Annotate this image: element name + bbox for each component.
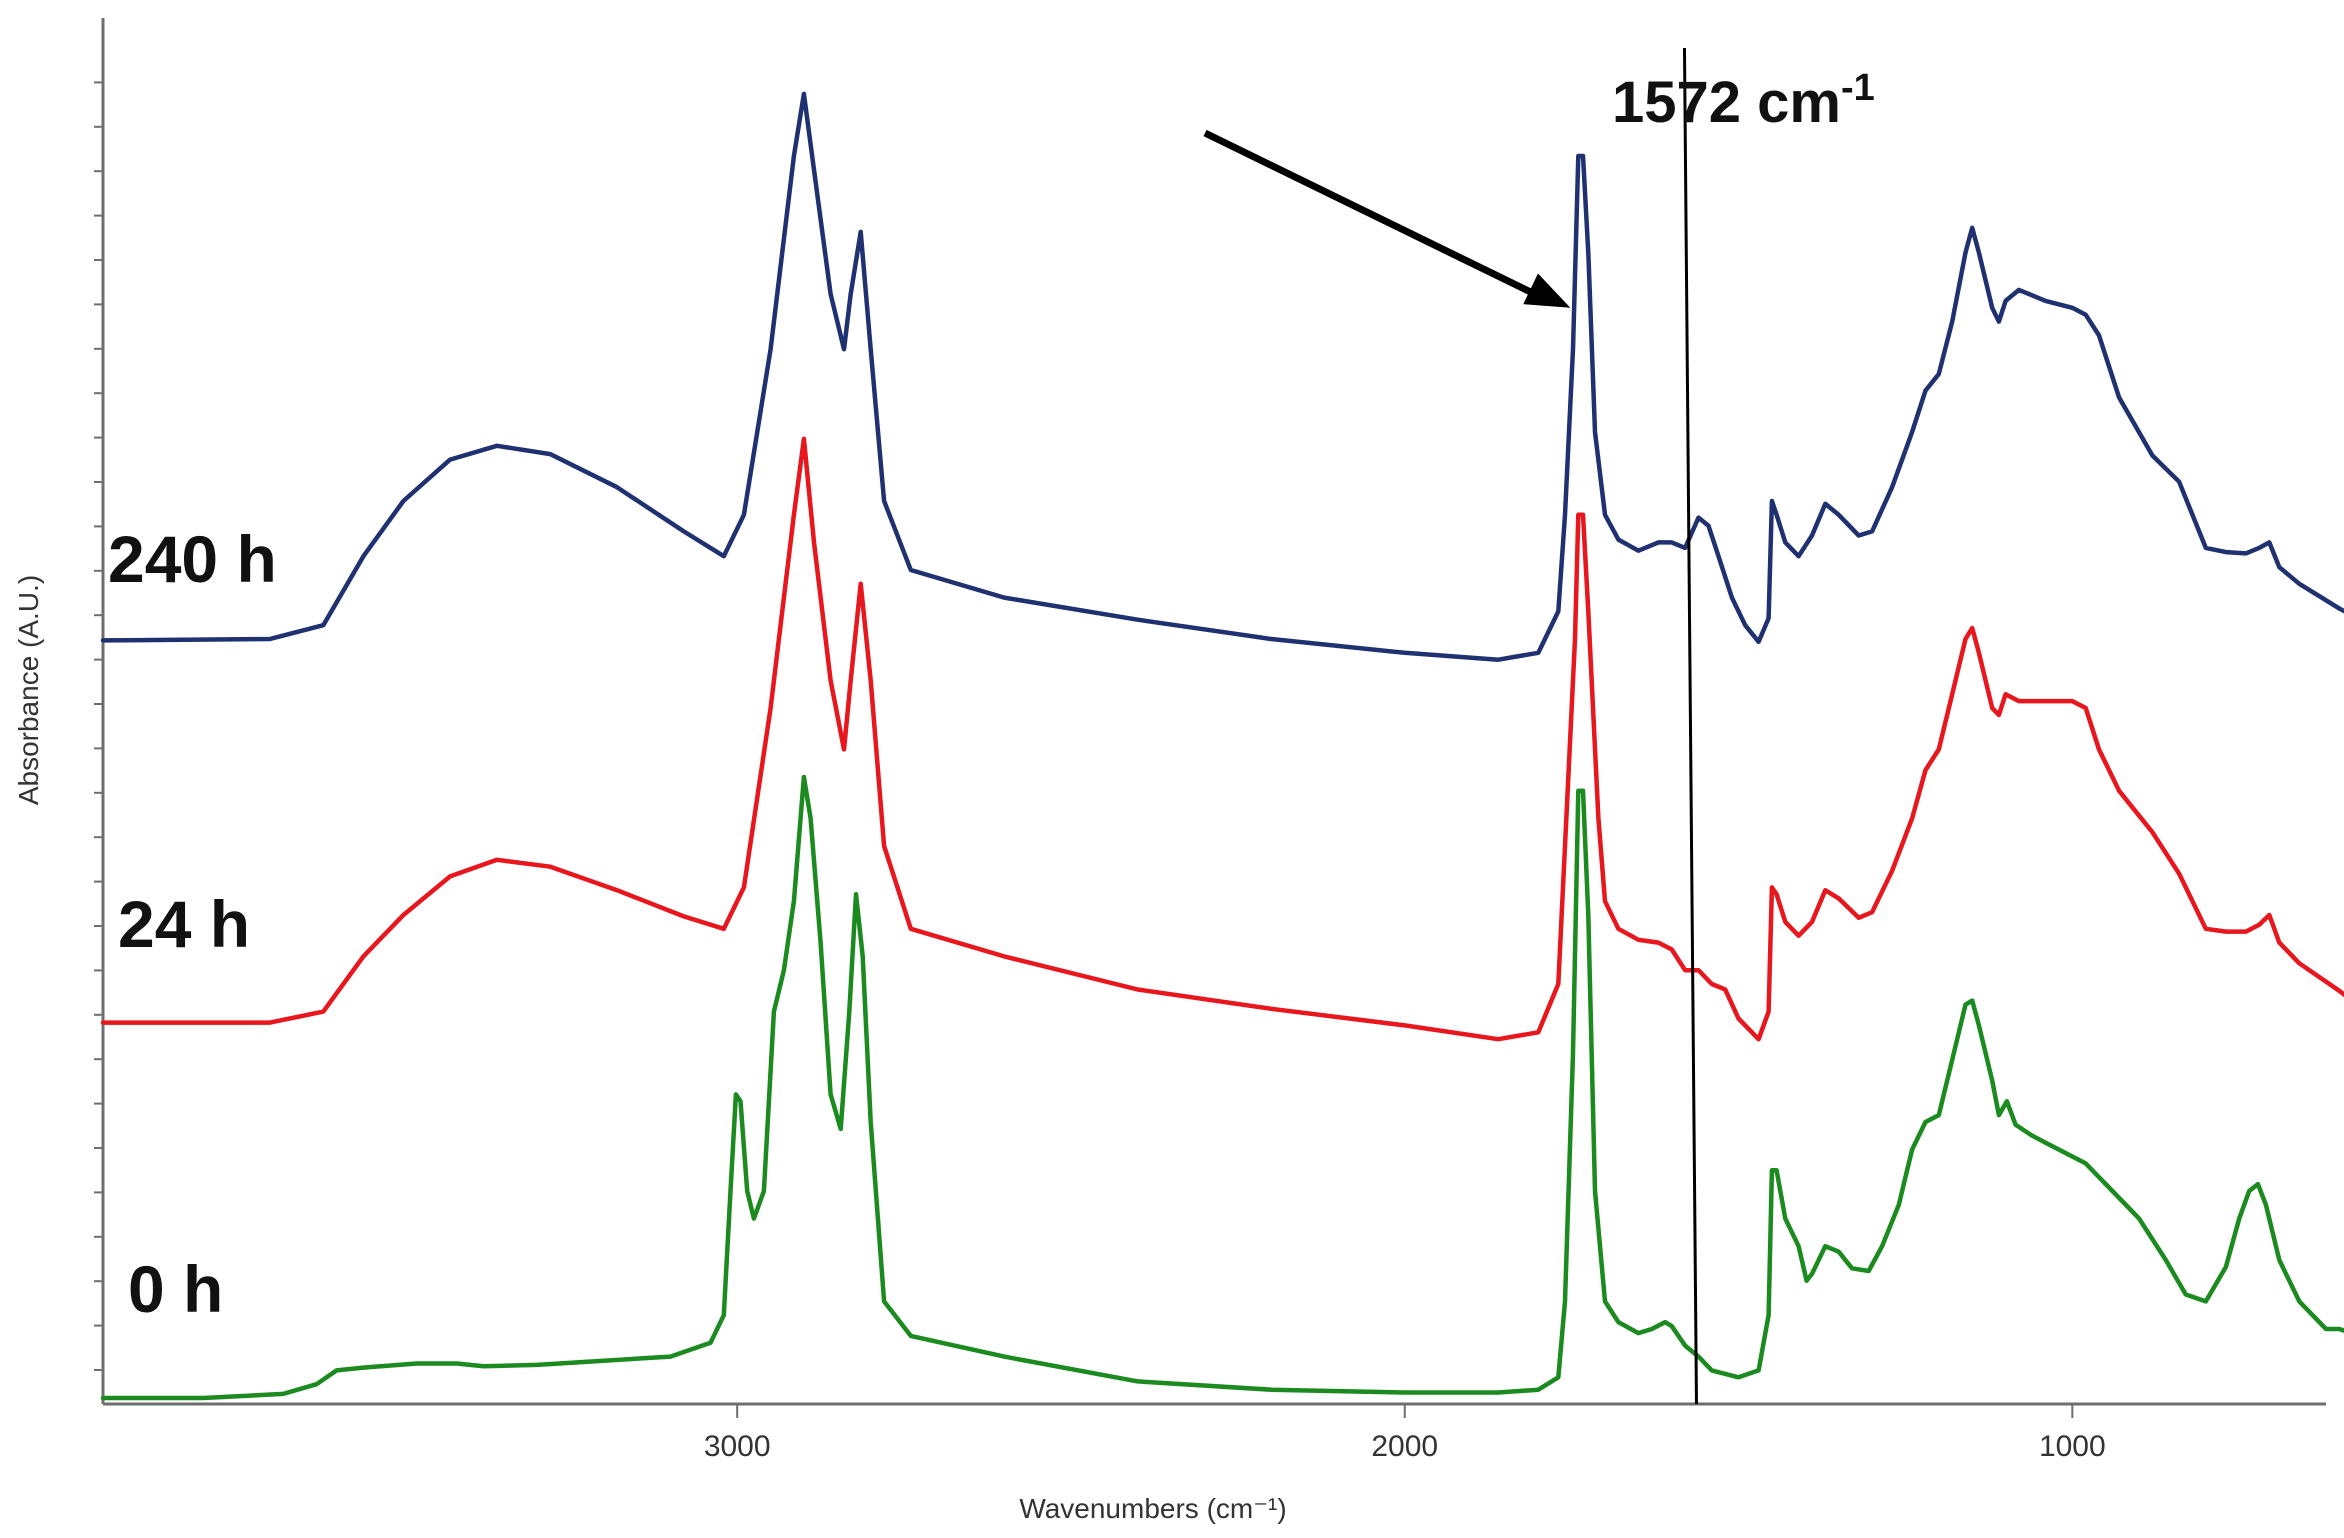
series-label-240h: 240 h: [108, 522, 277, 596]
x-tick-label-1000: 1000: [2039, 1430, 2106, 1463]
x-axis-title: Wavenumbers (cm⁻¹): [1019, 1493, 1286, 1524]
series-label-0h: 0 h: [128, 1252, 223, 1326]
x-tick-label-2000: 2000: [1371, 1430, 1438, 1463]
marker-line: [1682, 47, 1698, 1405]
arrow-shaft: [1203, 129, 1540, 299]
x-tick-label-3000: 3000: [704, 1430, 771, 1463]
series-line-24h: [100, 436, 2344, 1042]
marker-annotation-sup: -1: [1841, 67, 1875, 109]
marker-annotation-text: 1572 cm: [1612, 70, 1841, 135]
y-axis-title: Absorbance (A.U.): [13, 575, 44, 805]
series-line-240h: [100, 91, 2344, 662]
plot-area: 3000 2000 1000: [94, 18, 2344, 1463]
series-label-24h: 24 h: [118, 887, 250, 961]
series-line-0h: [100, 774, 2344, 1401]
marker-annotation-label: 1572 cm-1: [1612, 67, 1875, 135]
arrow-head: [1523, 273, 1571, 308]
